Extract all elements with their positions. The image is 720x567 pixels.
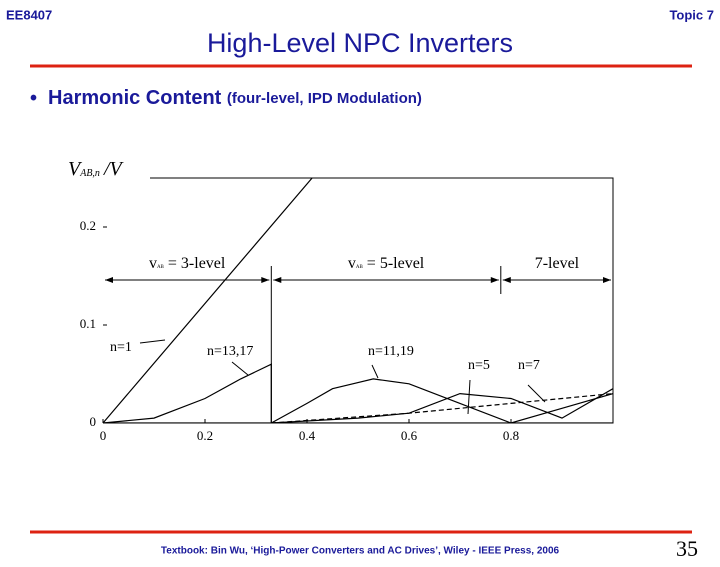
series-line: [271, 393, 613, 423]
region-sub: AB: [157, 265, 165, 270]
leader: [231, 361, 249, 376]
curve-label: n=5: [468, 358, 490, 373]
x-tick-label: 0.2: [197, 428, 213, 443]
series-line: [103, 378, 613, 423]
region-label: vAB = 3-level: [149, 255, 226, 272]
leader: [371, 364, 379, 379]
x-tick-label: 0.4: [299, 428, 316, 443]
region-v: v: [348, 255, 356, 272]
region-rest: = 3-level: [168, 255, 226, 272]
leader: [527, 384, 546, 403]
region-label: 7-level: [535, 255, 580, 272]
x-tick-label: 0.8: [503, 428, 519, 443]
x-tick-label: 0: [100, 428, 107, 443]
region-sub: AB: [356, 265, 364, 270]
region-rest: 7-level: [535, 255, 580, 272]
region-rest: = 5-level: [367, 255, 425, 272]
region-label: vAB = 5-level: [348, 255, 425, 272]
bullet: Harmonic Content (four-level, IPD Modula…: [48, 87, 422, 109]
curve-label: n=1: [110, 340, 132, 355]
frame: [103, 177, 614, 424]
leader: [467, 379, 471, 415]
source: Textbook: Bin Wu, ‘High-Power Converters…: [161, 546, 560, 557]
curve-label: n=11,19: [368, 344, 414, 359]
y-label: VAB,n/V: [68, 158, 124, 180]
slide-title: High-Level NPC Inverters: [207, 28, 513, 58]
bullet-dot: •: [30, 87, 37, 109]
y-tick-label: 0.1: [80, 316, 96, 331]
topic: Topic 7: [669, 7, 714, 22]
bullet-note: (four-level, IPD Modulation): [227, 90, 422, 107]
y-label-main: V: [68, 158, 83, 180]
x-tick-label: 0.6: [401, 428, 418, 443]
curve-label: n=7: [518, 358, 540, 373]
series-line: [103, 178, 313, 423]
course: EE8407: [6, 7, 52, 22]
y-label-rest: /V: [103, 158, 125, 180]
curve-label: n=13,17: [207, 344, 253, 359]
series-line: [271, 388, 613, 423]
leader: [139, 339, 166, 344]
y-tick-label: 0: [90, 414, 97, 429]
y-tick-label: 0.2: [80, 218, 96, 233]
y-label-sub: AB,n: [79, 168, 100, 179]
page-number: 35: [676, 536, 698, 561]
region-v: v: [149, 255, 157, 272]
series-line: [103, 363, 613, 423]
bullet-text: Harmonic Content: [48, 87, 222, 109]
